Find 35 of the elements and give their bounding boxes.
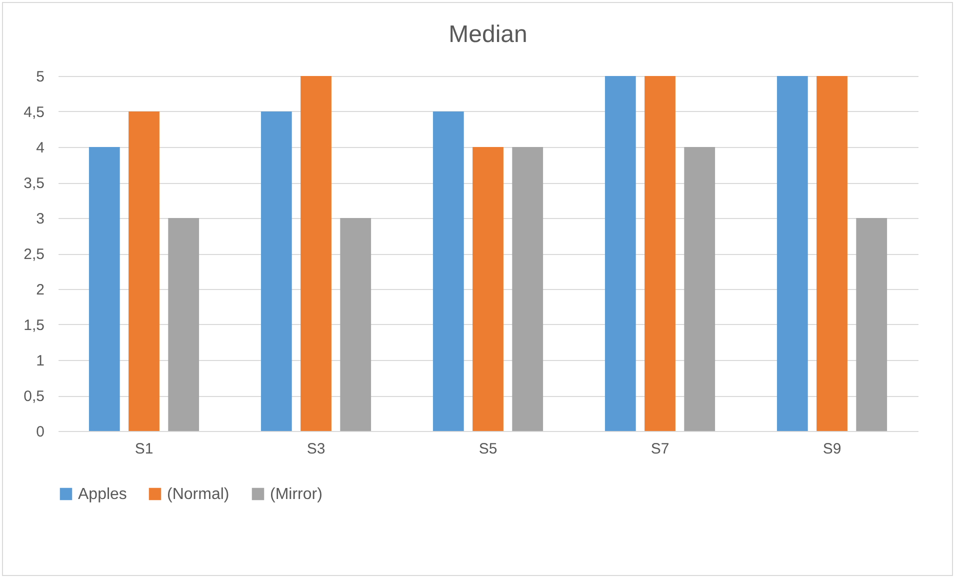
x-tick-label: S7 — [650, 440, 670, 458]
y-tick-label: 3,5 — [24, 175, 44, 192]
y-tick-label: 0 — [36, 424, 44, 440]
bar — [300, 76, 332, 431]
bar — [340, 218, 372, 431]
legend-label: (Normal) — [167, 486, 230, 503]
x-tick-label: S1 — [134, 440, 154, 458]
bar — [512, 147, 544, 431]
legend-label: (Mirror) — [270, 486, 322, 503]
bar — [128, 112, 160, 431]
x-tick-label: S3 — [306, 440, 326, 458]
bar — [472, 147, 504, 431]
bar — [684, 147, 716, 431]
y-tick-label: 4,5 — [24, 104, 44, 121]
bar — [856, 218, 888, 431]
y-tick-label: 1 — [36, 352, 44, 370]
bar — [260, 112, 292, 431]
y-tick-label: 0,5 — [24, 388, 44, 405]
y-tick-label: 1,5 — [24, 317, 44, 334]
y-tick-label: 5 — [36, 68, 44, 86]
y-tick-label: 4 — [36, 140, 44, 156]
chart-title: Median — [448, 21, 528, 48]
legend-label: Apples — [78, 486, 127, 503]
y-tick-label: 2 — [36, 282, 44, 298]
y-tick-label: 3 — [36, 210, 44, 228]
bar — [168, 218, 200, 431]
y-tick-label: 2,5 — [24, 246, 44, 263]
bar — [644, 76, 676, 431]
bar — [816, 76, 848, 431]
x-tick-label: S5 — [478, 440, 498, 458]
bar — [604, 76, 636, 431]
bar — [88, 147, 120, 431]
bar — [776, 76, 808, 431]
bar — [432, 112, 464, 431]
x-tick-label: S9 — [822, 440, 842, 458]
